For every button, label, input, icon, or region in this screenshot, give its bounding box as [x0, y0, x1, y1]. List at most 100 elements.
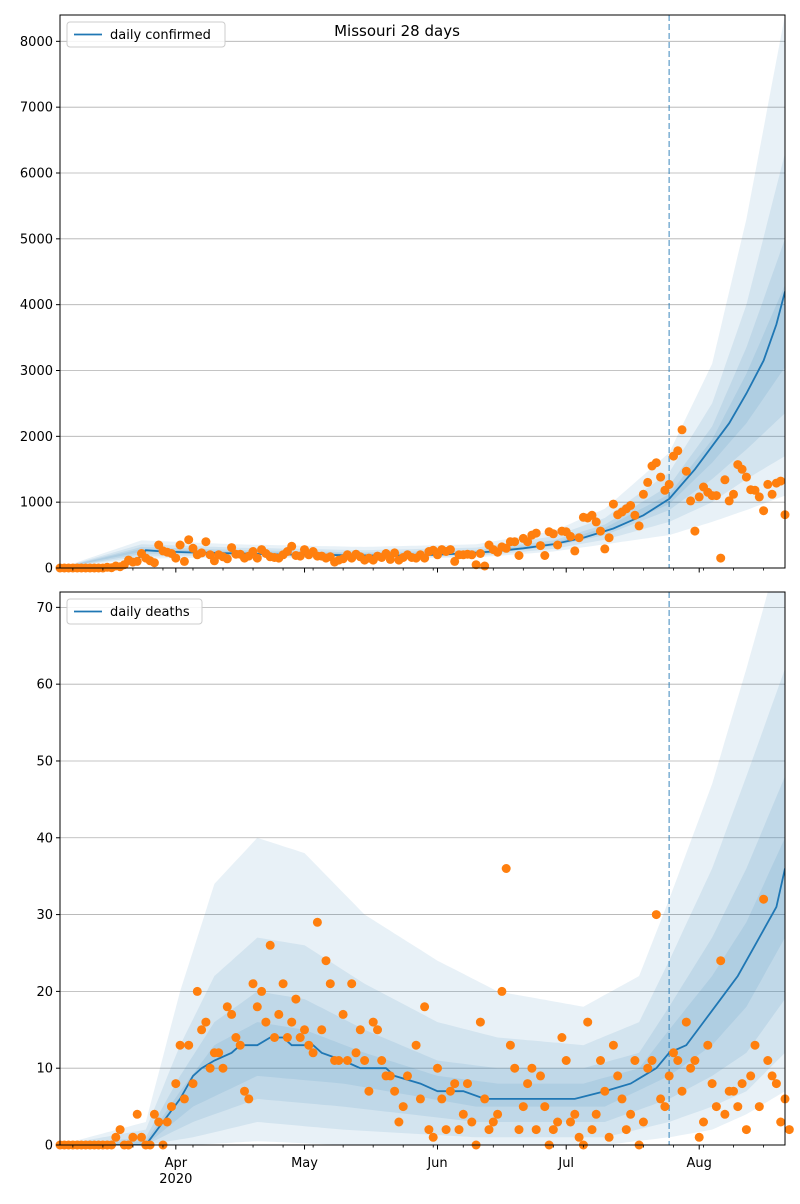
observed-point: [493, 1109, 503, 1119]
observed-point: [720, 1109, 730, 1119]
observed-point: [377, 1056, 387, 1065]
y-tick-label: 0: [45, 562, 53, 577]
observed-point: [175, 540, 185, 550]
observed-point: [626, 1109, 636, 1119]
observed-point: [458, 1109, 468, 1119]
observed-point: [608, 1040, 618, 1050]
observed-point: [759, 506, 769, 516]
observed-point: [132, 556, 142, 566]
observed-point: [295, 1033, 305, 1042]
observed-point: [733, 1102, 743, 1112]
observed-point: [630, 1056, 640, 1065]
observed-point: [651, 458, 661, 468]
observed-point: [763, 479, 773, 489]
observed-point: [669, 1048, 678, 1058]
legend-label: daily confirmed: [110, 28, 211, 43]
observed-point: [137, 1132, 146, 1142]
observed-point: [171, 1079, 181, 1089]
observed-point: [252, 1002, 262, 1012]
uncertainty-band-2: [60, 668, 785, 1145]
y-tick-label: 70: [36, 601, 53, 616]
observed-point: [548, 1125, 558, 1135]
observed-point: [656, 1094, 666, 1104]
observed-point: [767, 489, 777, 499]
observed-point: [754, 492, 764, 502]
observed-point: [403, 1071, 412, 1081]
observed-point: [523, 1079, 533, 1089]
observed-point: [162, 1117, 172, 1127]
observed-point: [205, 1063, 215, 1073]
observed-point: [617, 1094, 627, 1104]
observed-point: [510, 537, 520, 547]
observed-point: [604, 533, 614, 543]
observed-point: [664, 1071, 674, 1081]
legend-label: daily deaths: [110, 605, 190, 620]
observed-point: [347, 979, 357, 989]
observed-point: [175, 1040, 185, 1050]
observed-point: [467, 550, 477, 560]
observed-point: [741, 472, 751, 482]
y-tick-label: 2000: [20, 430, 53, 445]
x-tick-year-label: 2020: [159, 1172, 192, 1187]
observed-point: [454, 1125, 464, 1135]
observed-point: [596, 526, 605, 536]
observed-point: [270, 1033, 279, 1042]
observed-point: [291, 994, 301, 1004]
observed-point: [394, 1117, 404, 1127]
x-tick-label: Jul: [557, 1156, 574, 1171]
observed-point: [497, 986, 507, 996]
y-tick-label: 3000: [20, 364, 53, 379]
observed-point: [484, 1125, 494, 1135]
observed-point: [711, 1102, 721, 1112]
observed-point: [351, 1048, 361, 1058]
observed-point: [681, 466, 691, 476]
observed-point: [415, 1094, 425, 1104]
observed-point: [729, 1086, 738, 1096]
observed-point: [274, 1009, 284, 1019]
observed-point: [480, 1094, 490, 1104]
observed-point: [750, 485, 760, 495]
observed-point: [338, 1009, 348, 1019]
observed-point: [420, 1002, 430, 1012]
observed-point: [673, 1056, 683, 1065]
observed-point: [505, 1040, 515, 1050]
y-tick-label: 8000: [20, 35, 53, 50]
observed-point: [686, 496, 696, 506]
observed-point: [527, 1063, 537, 1073]
observed-point: [553, 1117, 563, 1127]
uncertainty-band-4: [60, 837, 785, 1145]
observed-point: [149, 558, 159, 568]
observed-point: [390, 548, 400, 558]
uncertainty-band-2: [60, 153, 785, 568]
observed-point: [570, 546, 580, 556]
observed-point: [583, 1017, 593, 1027]
observed-point: [115, 1125, 125, 1135]
observed-point: [784, 1125, 794, 1135]
x-tick-label: May: [291, 1156, 318, 1171]
observed-point: [312, 917, 322, 927]
observed-point: [608, 499, 618, 509]
observed-point: [673, 446, 683, 456]
observed-point: [634, 521, 644, 531]
x-tick-label: Apr: [165, 1156, 188, 1171]
plot-area: [60, 15, 785, 568]
legend: daily deaths: [66, 598, 203, 625]
observed-point: [570, 1109, 580, 1119]
observed-point: [282, 1033, 292, 1042]
observed-point: [188, 543, 198, 553]
observed-point: [557, 1033, 567, 1042]
observed-point: [776, 1117, 786, 1127]
observed-point: [197, 548, 207, 558]
observed-point: [729, 489, 738, 499]
axes-frame: [59, 591, 786, 1146]
observed-point: [621, 1125, 631, 1135]
observed-point: [424, 1125, 434, 1135]
observed-point: [450, 556, 460, 566]
observed-point: [737, 464, 747, 474]
observed-point: [574, 533, 584, 543]
observed-point: [681, 1017, 691, 1027]
y-tick-label: 4000: [20, 298, 53, 313]
